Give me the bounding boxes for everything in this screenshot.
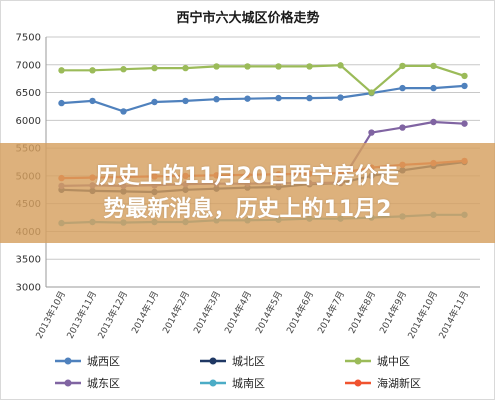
data-point — [151, 98, 158, 106]
legend-label: 海湖新区 — [377, 376, 421, 390]
y-tick-label: 6000 — [16, 116, 41, 127]
y-tick-label: 7500 — [16, 33, 41, 44]
legend-label: 城北区 — [232, 355, 265, 368]
data-point — [89, 97, 96, 105]
chart-title: 西宁市六大城区价格走势 — [176, 10, 319, 26]
data-point — [58, 67, 65, 74]
series-line — [61, 64, 465, 95]
y-tick-label: 7000 — [16, 60, 41, 71]
data-point — [89, 67, 96, 74]
legend-item: 城中区 — [345, 355, 410, 368]
data-point — [461, 72, 468, 80]
data-point — [399, 62, 406, 70]
legend-label: 城南区 — [232, 377, 265, 390]
data-point — [306, 63, 313, 70]
y-tick-label: 3500 — [16, 255, 41, 266]
data-point — [461, 120, 468, 127]
headline-text[interactable]: 历史上的11月20日西宁房价走 势最新消息，历史上的11月2 — [0, 160, 495, 226]
data-point — [244, 95, 251, 102]
data-point — [213, 96, 220, 103]
legend-swatch-marker — [354, 357, 362, 365]
data-point — [337, 62, 344, 69]
series-城中区 — [58, 62, 468, 96]
legend-swatch-marker — [64, 357, 72, 365]
data-point — [182, 97, 189, 105]
data-point — [368, 89, 375, 96]
series-城西区 — [58, 82, 468, 115]
y-tick-label: 6500 — [16, 88, 41, 99]
legend-item: 海湖新区 — [345, 376, 421, 390]
series-line — [61, 84, 465, 113]
legend-swatch-marker — [209, 379, 217, 387]
data-point — [430, 62, 437, 70]
legend-item: 城西区 — [55, 355, 120, 368]
data-point — [430, 118, 437, 126]
data-point — [306, 94, 313, 102]
headline-banner — [0, 143, 495, 243]
data-point — [275, 63, 282, 70]
legend-item: 城东区 — [55, 377, 120, 390]
data-point — [368, 129, 375, 136]
data-point — [275, 94, 282, 102]
y-tick-label: 3000 — [16, 283, 41, 294]
data-point — [58, 99, 65, 107]
headline-line-1: 历史上的11月20日西宁房价走 — [95, 164, 400, 189]
legend-swatch-marker — [354, 379, 362, 387]
data-point — [182, 64, 189, 72]
data-point — [151, 64, 158, 72]
data-point — [337, 94, 344, 101]
data-point — [399, 124, 406, 131]
legend-item: 城南区 — [200, 377, 265, 390]
data-point — [461, 82, 468, 90]
legend-swatch-marker — [209, 357, 217, 365]
legend-item: 城北区 — [200, 355, 265, 368]
data-point — [430, 84, 437, 92]
headline-line-2: 势最新消息，历史上的11月2 — [103, 197, 392, 222]
legend-label: 城东区 — [87, 377, 120, 390]
data-point — [244, 63, 251, 70]
legend-swatch-marker — [64, 379, 72, 387]
data-point — [213, 63, 220, 70]
data-point — [399, 84, 406, 92]
data-point — [120, 108, 127, 115]
data-point — [120, 66, 127, 73]
legend-label: 城中区 — [377, 355, 410, 368]
legend-label: 城西区 — [87, 355, 120, 368]
